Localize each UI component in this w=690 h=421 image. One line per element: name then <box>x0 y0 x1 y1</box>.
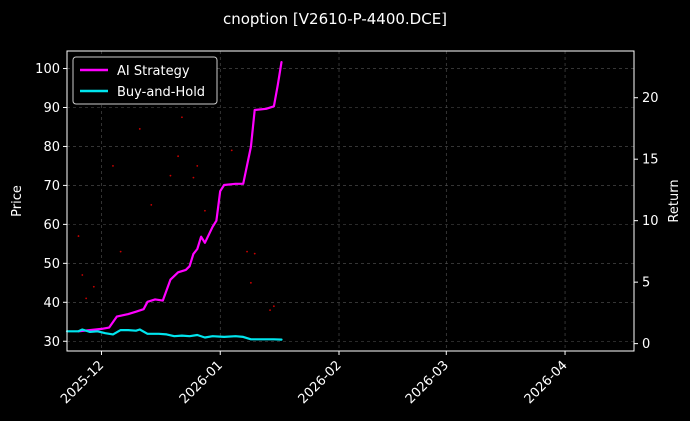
price-point <box>119 250 122 253</box>
price-point <box>92 285 95 288</box>
price-point <box>181 116 183 119</box>
y-right-tick-label: 0 <box>642 337 650 352</box>
price-point <box>177 155 180 158</box>
series-lines <box>65 60 283 341</box>
plot-frame <box>66 50 635 352</box>
price-point <box>77 235 80 237</box>
price-points <box>77 116 275 311</box>
y-right-tick-label: 5 <box>642 276 650 291</box>
price-point <box>169 174 172 177</box>
price-point <box>230 149 233 152</box>
y-axis-right-title: Return <box>667 179 682 222</box>
y-left-tick-label: 70 <box>43 179 60 194</box>
price-point <box>81 274 84 276</box>
y-axis-left-title: Price <box>10 185 25 217</box>
y-left-tick-label: 100 <box>35 62 60 77</box>
price-point <box>249 281 252 284</box>
grid <box>67 51 634 351</box>
price-point <box>85 297 88 300</box>
legend: AI Strategy Buy-and-Hold <box>72 56 218 105</box>
price-point <box>192 176 195 179</box>
price-point <box>150 203 153 206</box>
y-left-tick-label: 80 <box>43 140 60 155</box>
price-point <box>204 209 206 212</box>
y-axis-left: 30 40 50 60 70 80 90 100 <box>35 62 67 350</box>
y-left-tick-label: 90 <box>43 101 60 116</box>
legend-label-buy-and-hold: Buy-and-Hold <box>117 85 205 100</box>
price-point <box>138 128 141 130</box>
series-line-ai-strategy <box>77 60 283 333</box>
y-axis-right: 0 5 10 15 20 <box>634 91 659 352</box>
price-point <box>246 250 248 253</box>
chart-title: cnoption [V2610-P-4400.DCE] <box>223 10 447 28</box>
legend-label-ai-strategy: AI Strategy <box>117 64 190 79</box>
price-point <box>272 305 275 308</box>
price-point <box>269 309 271 311</box>
series-line-buy-and-hold <box>65 328 283 341</box>
price-point <box>253 252 256 255</box>
y-left-tick-label: 40 <box>43 296 60 311</box>
y-left-tick-label: 30 <box>43 335 60 350</box>
y-right-tick-label: 10 <box>642 214 659 229</box>
y-left-tick-label: 60 <box>43 218 60 233</box>
y-right-tick-label: 15 <box>642 153 659 168</box>
price-point <box>112 165 114 167</box>
price-point <box>196 165 199 167</box>
y-right-tick-label: 20 <box>642 91 659 106</box>
legend-box <box>72 56 218 105</box>
y-left-tick-label: 50 <box>43 257 60 272</box>
